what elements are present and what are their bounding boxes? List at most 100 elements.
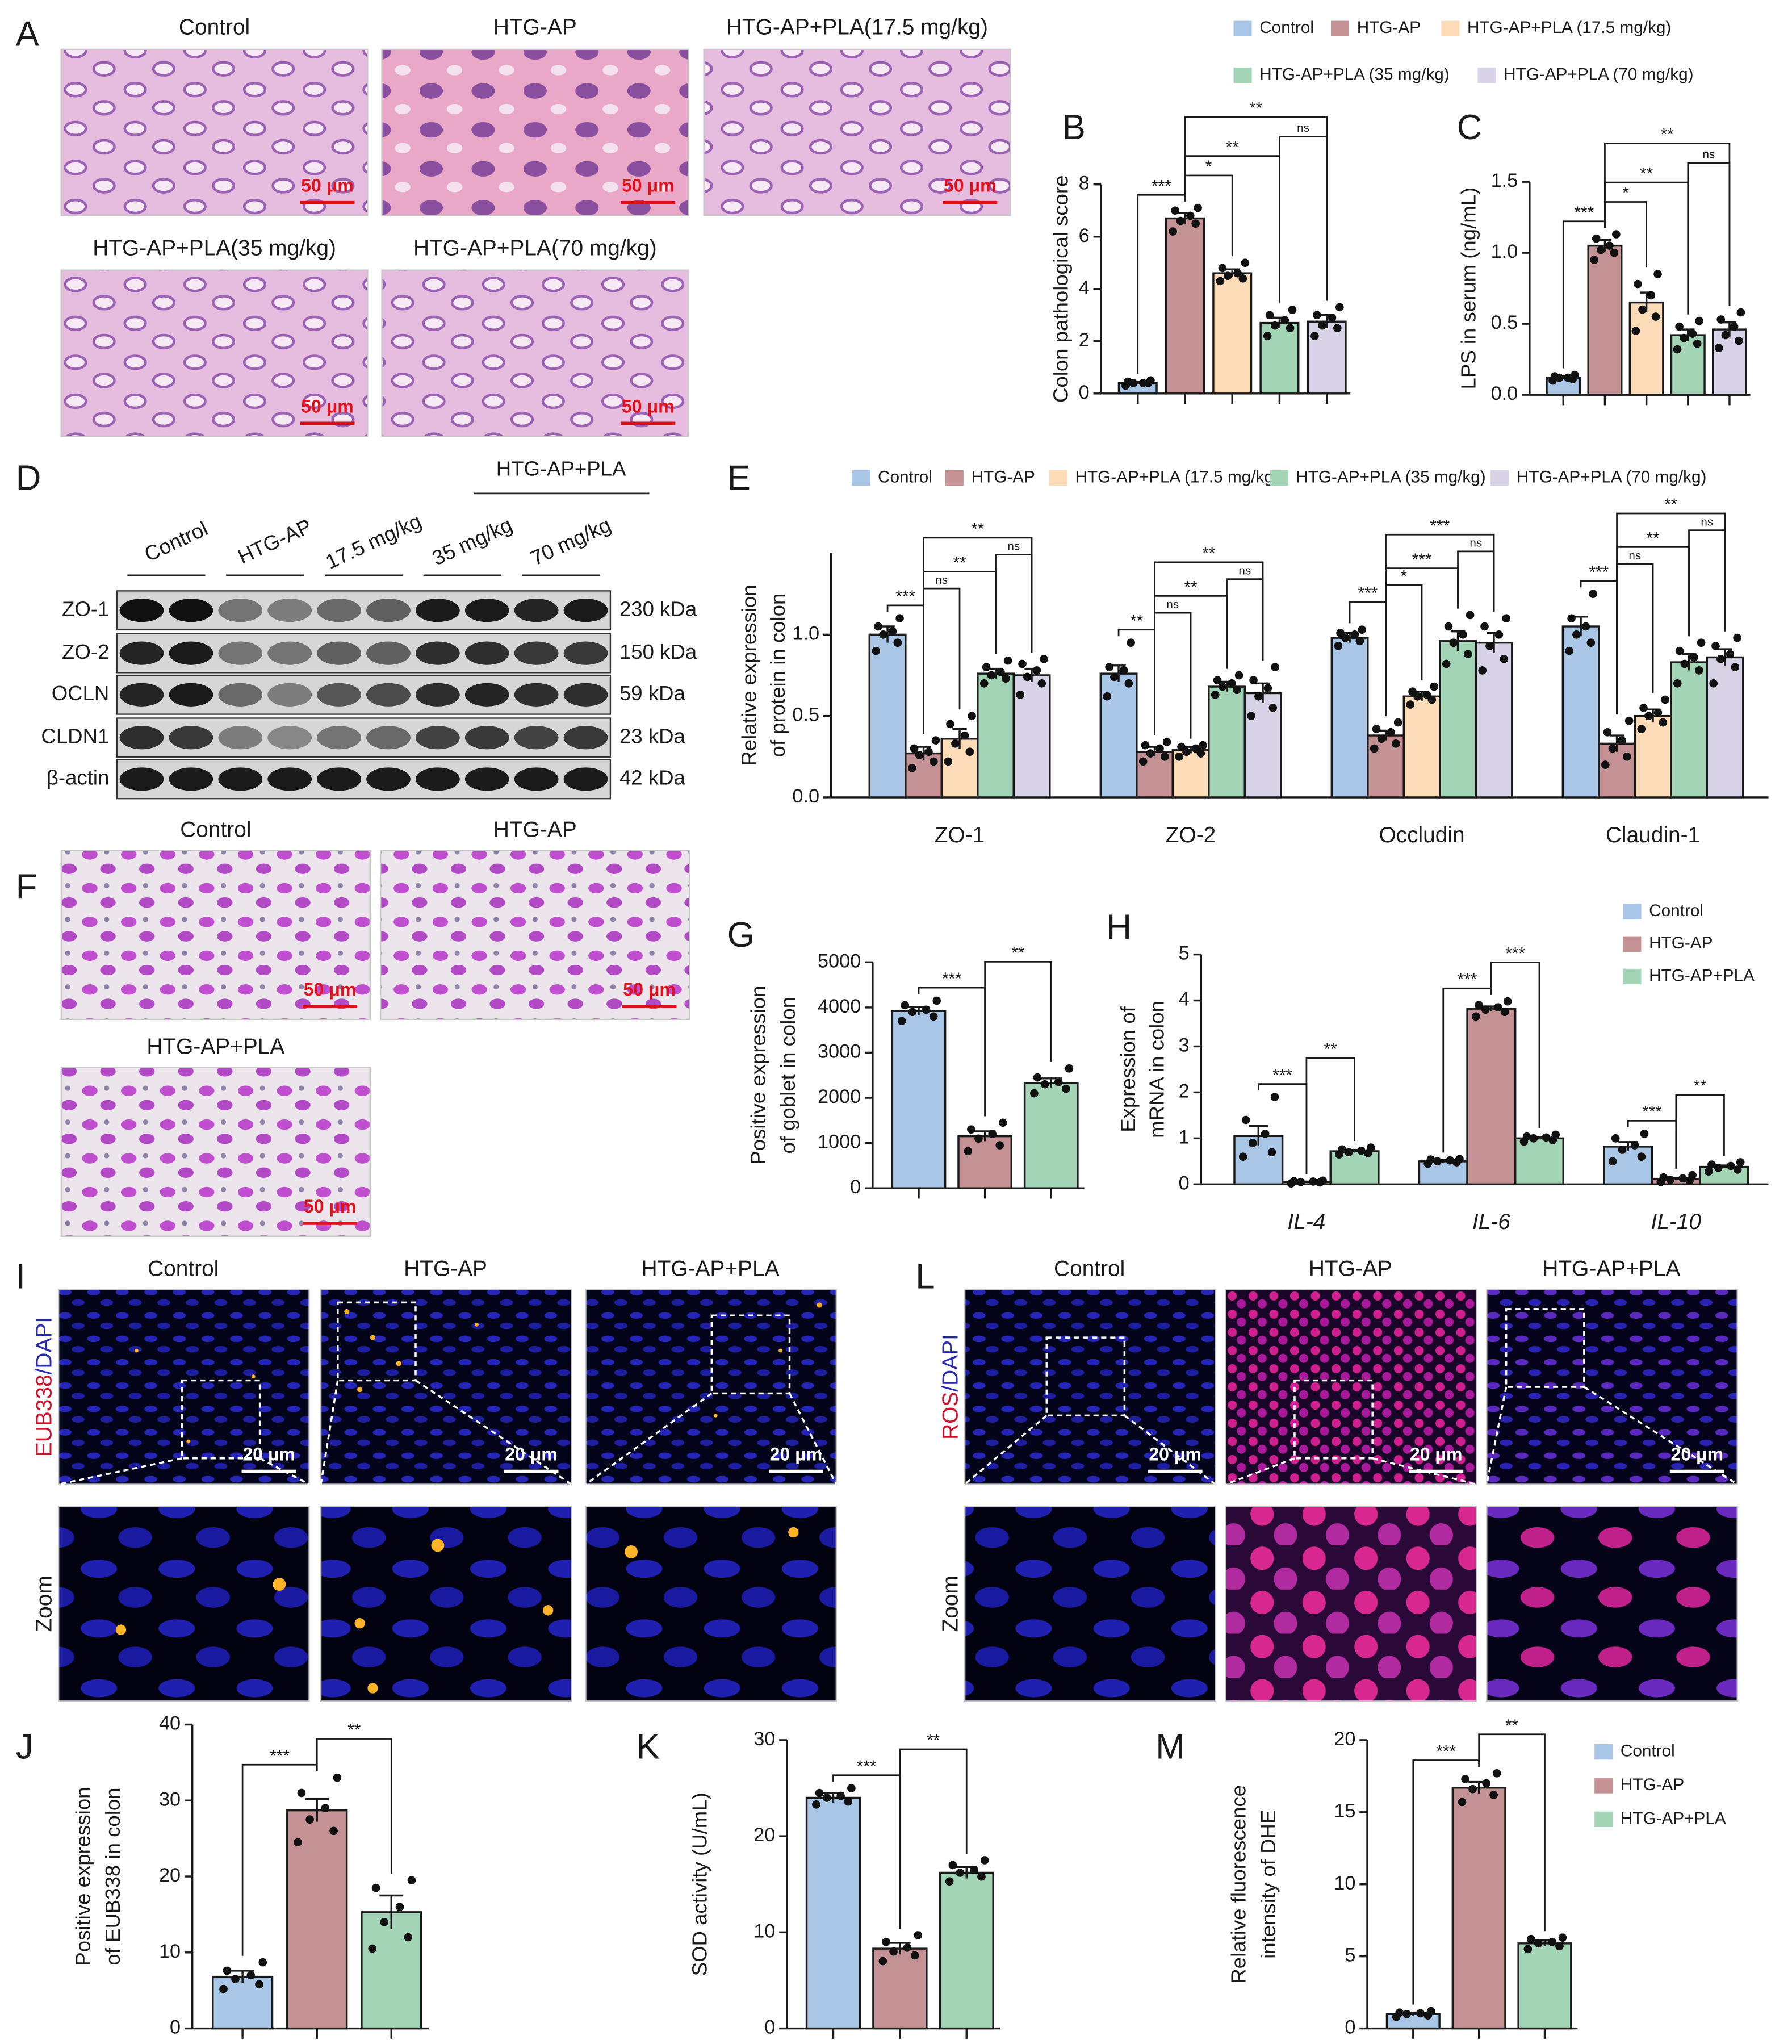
blot-band — [415, 599, 460, 622]
fluorescence-image — [58, 1289, 310, 1485]
data-point — [1406, 700, 1415, 709]
blot-band — [415, 641, 460, 665]
data-point — [897, 1017, 906, 1026]
data-point — [305, 1815, 314, 1824]
significance-bracket — [1688, 529, 1726, 637]
data-point — [1247, 712, 1256, 720]
data-point — [910, 744, 919, 753]
data-point — [1478, 666, 1487, 675]
data-point — [1690, 653, 1698, 662]
data-point — [1608, 744, 1617, 753]
data-point — [1333, 324, 1342, 333]
data-point — [1186, 211, 1195, 220]
data-point — [1736, 1158, 1745, 1167]
significance-label: ** — [953, 554, 966, 572]
image-label: HTG-AP+PLA(35 mg/kg) — [93, 236, 336, 260]
data-point — [1127, 638, 1135, 647]
data-point — [1500, 655, 1509, 663]
significance-label: *** — [895, 587, 915, 606]
stain-name: EUB338 — [32, 1374, 57, 1457]
data-point — [1485, 642, 1494, 650]
data-point — [1709, 679, 1718, 688]
significance-label: ** — [1249, 99, 1263, 118]
significance-label: * — [1622, 184, 1629, 203]
significance-label: ** — [347, 1721, 361, 1740]
significance-label: *** — [1436, 1742, 1456, 1761]
y-tick-label: 10 — [753, 1920, 775, 1942]
blot-band — [119, 683, 164, 707]
data-point — [1444, 622, 1453, 631]
image-label: HTG-AP — [493, 818, 577, 842]
data-point — [1651, 312, 1660, 321]
data-point — [1523, 1945, 1533, 1954]
y-tick-label: 0 — [1345, 2017, 1355, 2038]
data-point — [1216, 277, 1225, 286]
image-label: Control — [1054, 1256, 1125, 1281]
y-tick-label: 2 — [1079, 329, 1090, 351]
zoom-line — [1124, 1414, 1216, 1485]
image-label: HTG-AP — [404, 1256, 487, 1281]
data-point — [995, 1141, 1004, 1150]
data-point — [1503, 997, 1512, 1006]
significance-label: ** — [1184, 578, 1198, 596]
significance-label: ** — [1130, 612, 1144, 630]
data-point — [1357, 1146, 1366, 1155]
image-label: HTG-AP+PLA — [1542, 1256, 1680, 1281]
size-label: 23 kDa — [619, 724, 686, 747]
data-point — [1161, 752, 1169, 761]
data-point — [1254, 692, 1263, 701]
data-point — [294, 1838, 302, 1847]
bar — [1208, 685, 1246, 799]
blot-band — [267, 641, 312, 665]
data-point — [1408, 687, 1417, 696]
signal-spot — [625, 1545, 638, 1558]
blot-band — [267, 767, 312, 791]
data-point — [1555, 1942, 1564, 1951]
blot-band — [563, 683, 608, 707]
significance-label: *** — [270, 1746, 290, 1765]
data-point — [223, 1966, 232, 1975]
scale-bar-label: 20 μm — [505, 1444, 558, 1465]
data-point — [1612, 230, 1621, 239]
panel-letter: L — [915, 1257, 935, 1297]
data-point — [395, 1903, 404, 1911]
data-point — [1565, 646, 1574, 655]
significance-bracket — [1616, 512, 1726, 714]
error-bar — [1609, 734, 1624, 752]
legend-label: HTG-AP+PLA (35 mg/kg) — [1259, 65, 1449, 83]
data-point — [1288, 306, 1297, 314]
data-point — [967, 1125, 975, 1134]
data-point — [903, 1943, 912, 1952]
data-point — [879, 630, 887, 639]
blot-band — [415, 726, 460, 750]
zoom-box — [1293, 1379, 1374, 1460]
data-point — [1493, 1003, 1502, 1012]
data-point — [1171, 206, 1179, 215]
blot-band — [169, 641, 213, 665]
significance-label: *** — [1642, 1103, 1662, 1122]
data-point — [1146, 749, 1155, 758]
data-point — [333, 1773, 342, 1782]
data-point — [1119, 666, 1128, 675]
zoom-box — [337, 1301, 417, 1382]
zoom-box — [710, 1314, 791, 1395]
stain-counter: /DAPI — [939, 1334, 963, 1392]
significance-bracket — [1616, 563, 1654, 714]
data-point — [1693, 339, 1702, 348]
legend-label: HTG-AP+PLA (17.5 mg/kg) — [1467, 18, 1671, 37]
histology-image — [381, 269, 689, 437]
data-point — [1463, 650, 1472, 659]
data-point — [1218, 264, 1227, 273]
error-bar — [379, 1894, 404, 1929]
data-point — [1494, 630, 1504, 639]
blot-band — [119, 726, 164, 750]
zoom-line — [58, 1457, 182, 1486]
y-axis-label: of protein in colon — [766, 593, 789, 758]
data-point — [960, 731, 969, 740]
bar — [939, 1871, 994, 2030]
data-point — [255, 1980, 263, 1989]
significance-label: ** — [1324, 1040, 1338, 1059]
legend-label: Control — [1259, 18, 1314, 37]
category-label: IL-10 — [1651, 1210, 1702, 1234]
y-axis-label: Relative expression — [738, 584, 761, 766]
